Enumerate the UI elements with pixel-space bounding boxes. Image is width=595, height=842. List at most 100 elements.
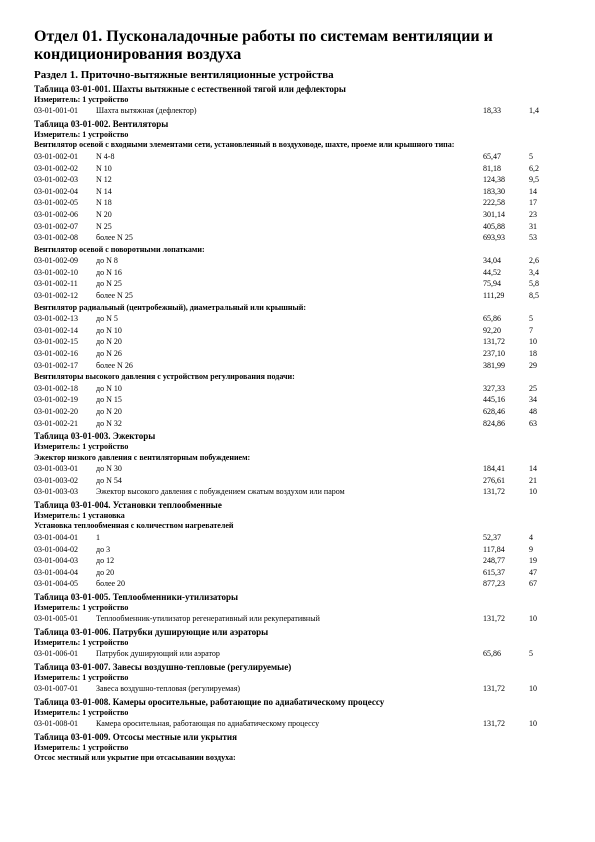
- val2: 63: [529, 419, 561, 429]
- table-row: 03-01-002-17более N 26381,9929: [34, 360, 561, 372]
- val1: 111,29: [483, 291, 529, 301]
- code: 03-01-004-03: [34, 556, 96, 566]
- val1: 237,10: [483, 349, 529, 359]
- content: Таблица 03-01-001. Шахты вытяжные с есте…: [34, 84, 561, 763]
- val1: 65,86: [483, 649, 529, 659]
- val2: 5: [529, 649, 561, 659]
- code: 03-01-004-04: [34, 568, 96, 578]
- table-row: 03-01-002-06N 20301,1423: [34, 209, 561, 221]
- sub-heading: Вентиляторы высокого давления с устройст…: [34, 372, 561, 382]
- val2: 4: [529, 533, 561, 543]
- val2: 6,2: [529, 164, 561, 174]
- table-row: 03-01-002-05N 18222,5817: [34, 197, 561, 209]
- code: 03-01-002-12: [34, 291, 96, 301]
- measurer: Измеритель: 1 устройство: [34, 638, 561, 648]
- table-row: 03-01-002-19до N 15445,1634: [34, 394, 561, 406]
- doc-title: Отдел 01. Пусконаладочные работы по сист…: [34, 28, 561, 65]
- name: Эжектор высокого давления с побуждением …: [96, 487, 483, 497]
- sub-heading: Вентилятор осевой с поворотными лопаткам…: [34, 245, 561, 255]
- table-title: Таблица 03-01-005. Теплообменники-утилиз…: [34, 592, 561, 603]
- name: N 25: [96, 222, 483, 232]
- val2: 34: [529, 395, 561, 405]
- table-row: 03-01-002-15до N 20131,7210: [34, 336, 561, 348]
- val2: 5,8: [529, 279, 561, 289]
- name: более N 25: [96, 233, 483, 243]
- val1: 222,58: [483, 198, 529, 208]
- code: 03-01-002-05: [34, 198, 96, 208]
- table-row: 03-01-003-01до N 30184,4114: [34, 463, 561, 475]
- val2: 10: [529, 684, 561, 694]
- val1: 381,99: [483, 361, 529, 371]
- name: до N 25: [96, 279, 483, 289]
- name: до N 5: [96, 314, 483, 324]
- table-row: 03-01-004-01152,374: [34, 532, 561, 544]
- val2: 19: [529, 556, 561, 566]
- val2: 5: [529, 152, 561, 162]
- table-row: 03-01-001-01Шахта вытяжная (дефлектор)18…: [34, 105, 561, 117]
- name: N 14: [96, 187, 483, 197]
- code: 03-01-004-02: [34, 545, 96, 555]
- val1: 445,16: [483, 395, 529, 405]
- name: до N 20: [96, 407, 483, 417]
- val1: 301,14: [483, 210, 529, 220]
- table-row: 03-01-002-21до N 32824,8663: [34, 418, 561, 430]
- val1: 81,18: [483, 164, 529, 174]
- name: до N 10: [96, 326, 483, 336]
- code: 03-01-002-18: [34, 384, 96, 394]
- val2: 17: [529, 198, 561, 208]
- val2: 25: [529, 384, 561, 394]
- val1: 131,72: [483, 487, 529, 497]
- name: до N 54: [96, 476, 483, 486]
- code: 03-01-002-10: [34, 268, 96, 278]
- name: Теплообменник-утилизатор регенеративный …: [96, 614, 483, 624]
- code: 03-01-002-16: [34, 349, 96, 359]
- code: 03-01-008-01: [34, 719, 96, 729]
- table-title: Таблица 03-01-002. Вентиляторы: [34, 119, 561, 130]
- name: Шахта вытяжная (дефлектор): [96, 106, 483, 116]
- val1: 615,37: [483, 568, 529, 578]
- measurer: Измеритель: 1 устройство: [34, 442, 561, 452]
- val1: 34,04: [483, 256, 529, 266]
- measurer: Измеритель: 1 устройство: [34, 95, 561, 105]
- table-title: Таблица 03-01-009. Отсосы местные или ук…: [34, 732, 561, 743]
- table-row: 03-01-002-01N 4-865,475: [34, 151, 561, 163]
- name: 1: [96, 533, 483, 543]
- code: 03-01-003-03: [34, 487, 96, 497]
- table-title: Таблица 03-01-006. Патрубки душирующие и…: [34, 627, 561, 638]
- table-row: 03-01-006-01Патрубок душирующий или аэра…: [34, 648, 561, 660]
- val2: 29: [529, 361, 561, 371]
- val1: 628,46: [483, 407, 529, 417]
- val1: 276,61: [483, 476, 529, 486]
- val2: 10: [529, 719, 561, 729]
- val1: 131,72: [483, 614, 529, 624]
- val1: 131,72: [483, 684, 529, 694]
- name: Патрубок душирующий или аэратор: [96, 649, 483, 659]
- val2: 9: [529, 545, 561, 555]
- table-row: 03-01-002-16до N 26237,1018: [34, 348, 561, 360]
- code: 03-01-004-01: [34, 533, 96, 543]
- code: 03-01-003-02: [34, 476, 96, 486]
- name: N 18: [96, 198, 483, 208]
- val1: 693,93: [483, 233, 529, 243]
- sub-heading: Отсос местный или укрытие при отсасывани…: [34, 753, 561, 763]
- code: 03-01-005-01: [34, 614, 96, 624]
- val2: 9,5: [529, 175, 561, 185]
- val1: 248,77: [483, 556, 529, 566]
- val1: 327,33: [483, 384, 529, 394]
- table-row: 03-01-002-20до N 20628,4648: [34, 406, 561, 418]
- val1: 131,72: [483, 337, 529, 347]
- code: 03-01-002-01: [34, 152, 96, 162]
- name: более N 26: [96, 361, 483, 371]
- val2: 21: [529, 476, 561, 486]
- section-title: Раздел 1. Приточно-вытяжные вентиляционн…: [34, 69, 561, 82]
- table-title: Таблица 03-01-007. Завесы воздушно-тепло…: [34, 662, 561, 673]
- name: до 12: [96, 556, 483, 566]
- name: до N 8: [96, 256, 483, 266]
- table-row: 03-01-004-02до 3117,849: [34, 544, 561, 556]
- name: до 3: [96, 545, 483, 555]
- code: 03-01-002-11: [34, 279, 96, 289]
- name: до N 20: [96, 337, 483, 347]
- table-row: 03-01-002-09до N 834,042,6: [34, 255, 561, 267]
- table-title: Таблица 03-01-001. Шахты вытяжные с есте…: [34, 84, 561, 95]
- table-row: 03-01-004-04до 20615,3747: [34, 567, 561, 579]
